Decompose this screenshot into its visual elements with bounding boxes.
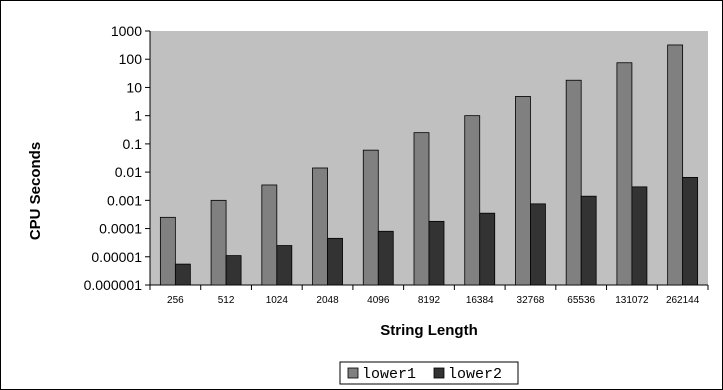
legend-swatch-lower1 (347, 367, 359, 379)
bar-lower2-131072 (631, 186, 648, 286)
bar-lower1-131072 (616, 62, 633, 286)
y-tick-label: 0.01 (115, 164, 142, 180)
y-tick-label: 0.00001 (91, 249, 142, 265)
bar-lower1-512 (210, 199, 227, 286)
bar-lower2-262144 (682, 176, 699, 286)
y-axis-title: CPU Seconds (27, 142, 44, 240)
legend-label-lower1: lower1 (362, 366, 416, 383)
legend-box (339, 361, 519, 385)
bar-lower2-2048 (327, 237, 343, 286)
bar-lower1-256 (159, 216, 176, 286)
y-tick-label: 1 (134, 108, 142, 124)
y-tick-label: 0.0001 (99, 221, 142, 237)
x-tick-label: 1024 (266, 295, 289, 306)
y-tick-label: 0.001 (107, 192, 142, 208)
bar-lower1-262144 (667, 44, 684, 286)
legend-swatch-lower2 (433, 367, 445, 379)
x-tick-label: 65536 (567, 295, 595, 306)
bar-lower1-4096 (362, 149, 379, 286)
bar-lower1-8192 (413, 132, 430, 286)
x-tick-label: 32768 (517, 295, 545, 306)
y-tick-label: 1000 (111, 23, 142, 39)
y-tick-label: 10 (126, 79, 142, 95)
bar-lower2-256 (174, 263, 191, 286)
bar-lower2-512 (225, 255, 242, 286)
x-tick-label: 256 (167, 295, 184, 306)
bar-lower1-16384 (464, 115, 481, 286)
bar-lower2-1024 (276, 245, 293, 286)
bar-lower1-32768 (515, 96, 531, 286)
x-axis-title: String Length (380, 322, 478, 339)
y-tick-label: 0.000001 (84, 277, 143, 293)
x-tick-label: 8192 (418, 295, 441, 306)
x-axis-ticks: 256 512 1024 2048 4096 8192 16384 32768 65536 131… (149, 285, 709, 306)
bar-lower2-8192 (428, 220, 445, 286)
y-tick-label: 100 (119, 51, 143, 67)
bar-lower2-16384 (479, 212, 496, 286)
legend-label-lower2: lower2 (448, 366, 502, 383)
bar-lower2-65536 (580, 195, 597, 286)
bar-lower2-4096 (377, 230, 394, 286)
bar-lower1-65536 (565, 79, 582, 286)
x-tick-label: 16384 (466, 295, 494, 306)
x-tick-label: 4096 (367, 295, 390, 306)
bars (159, 44, 699, 286)
x-tick-label: 262144 (666, 295, 700, 306)
bar-lower1-1024 (261, 184, 278, 286)
x-tick-label: 2048 (316, 295, 339, 306)
y-tick-label: 0.1 (123, 136, 143, 152)
y-axis-ticks: 1000 100 10 1 0.1 0.01 0.001 0.0001 0.00001 0.000… (84, 23, 150, 293)
bar-lower2-32768 (530, 203, 546, 286)
legend: lower1 lower2 (339, 361, 519, 385)
x-tick-label: 512 (218, 295, 235, 306)
bar-lower1-2048 (312, 167, 328, 286)
x-tick-label: 131072 (615, 295, 649, 306)
